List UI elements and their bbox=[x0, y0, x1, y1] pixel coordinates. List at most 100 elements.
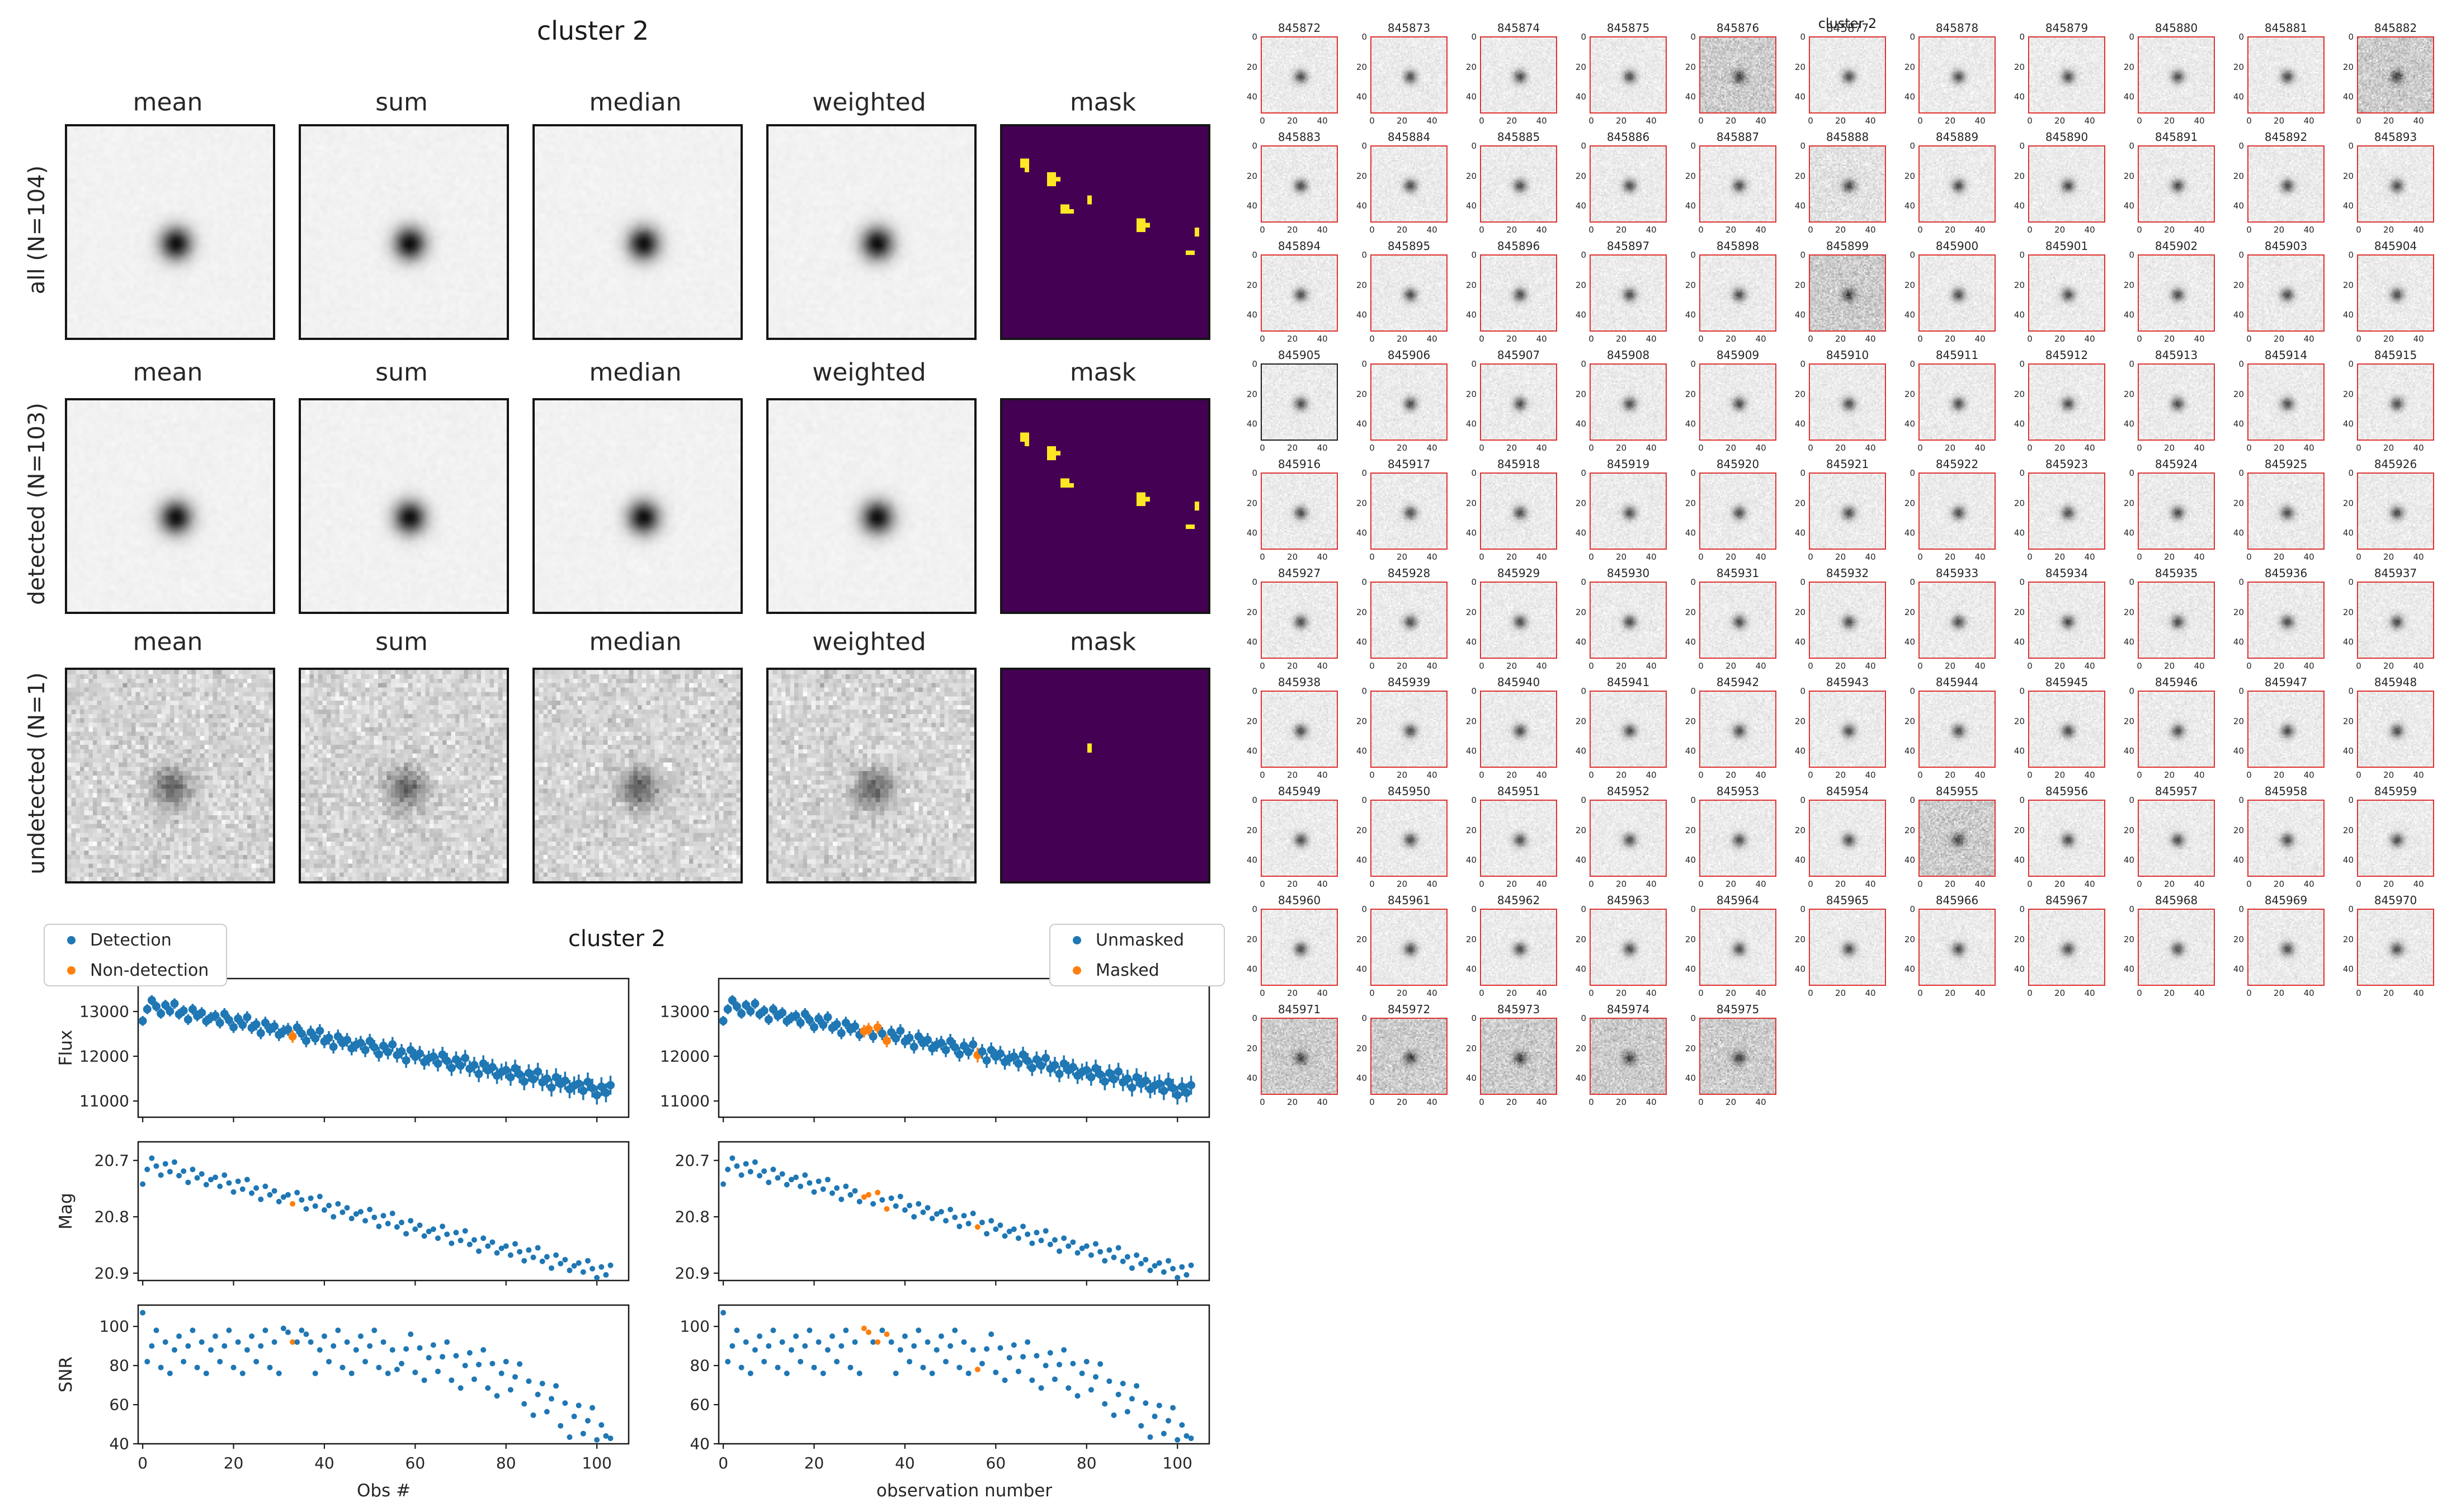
stamp-x-tick: 20 bbox=[1835, 334, 1846, 344]
stamp-x-tick: 20 bbox=[1945, 443, 1956, 453]
stamp-y-tick: 40 bbox=[1465, 528, 1477, 538]
stamp-y-tick: 0 bbox=[1581, 359, 1586, 369]
stamp-image bbox=[1920, 910, 1995, 985]
legend-label-unmasked: Unmasked bbox=[1096, 930, 1185, 950]
stamp-x-tick: 0 bbox=[2137, 552, 2142, 562]
stamp-x-tick: 40 bbox=[1755, 879, 1766, 889]
stamp-x-tick: 0 bbox=[2356, 334, 2361, 344]
coadd-panel-mask bbox=[1000, 668, 1210, 883]
stamp-image bbox=[1262, 801, 1337, 876]
stamp-id-label: 845884 bbox=[1387, 130, 1431, 144]
stamp-y-tick: 40 bbox=[1356, 855, 1367, 866]
stamp-x-tick: 0 bbox=[2246, 116, 2252, 126]
stamp-id-label: 845968 bbox=[2154, 894, 2198, 907]
stamp-x-tick: 0 bbox=[1808, 334, 1813, 344]
stamp-x-tick: 0 bbox=[2137, 770, 2142, 780]
stamp-y-tick: 20 bbox=[1904, 498, 1915, 508]
coadd-image bbox=[301, 126, 507, 338]
stamp-id-label: 845877 bbox=[1826, 21, 1869, 35]
stamp-image bbox=[1920, 256, 1995, 330]
stamp-y-tick: 0 bbox=[1690, 686, 1696, 696]
stamp-frame bbox=[1370, 909, 1448, 986]
stamp-x-tick: 20 bbox=[2383, 879, 2394, 889]
stamp-x-tick: 20 bbox=[2383, 225, 2394, 235]
stamp-y-tick: 40 bbox=[1246, 1073, 1257, 1084]
stamp-y-tick: 20 bbox=[2342, 389, 2354, 399]
svg-text:100: 100 bbox=[100, 1317, 129, 1336]
coadd-image bbox=[535, 126, 741, 338]
stamp-y-tick: 0 bbox=[1581, 141, 1586, 151]
stamp-x-tick: 40 bbox=[2303, 661, 2314, 671]
stamp-y-tick: 40 bbox=[1465, 310, 1477, 320]
stamp-x-tick: 40 bbox=[1865, 770, 1876, 780]
stamp-x-tick: 40 bbox=[2303, 116, 2314, 126]
stamp-x-tick: 40 bbox=[1426, 225, 1437, 235]
coadd-panel-mask bbox=[1000, 124, 1210, 340]
stamp-y-tick: 0 bbox=[1690, 359, 1696, 369]
stamp-x-tick: 20 bbox=[1616, 879, 1627, 889]
stamp-x-tick: 40 bbox=[1755, 1097, 1766, 1107]
non-detection-marker-icon bbox=[67, 966, 76, 975]
stamp-id-label: 845932 bbox=[1826, 566, 1869, 580]
stamp-image bbox=[1920, 365, 1995, 440]
stamp-image bbox=[2029, 256, 2104, 330]
stamp-y-tick: 40 bbox=[2342, 964, 2354, 975]
stamp-x-tick: 20 bbox=[1287, 552, 1298, 562]
stamp-id-label: 845951 bbox=[1497, 785, 1540, 798]
stamp-y-tick: 40 bbox=[1575, 1073, 1586, 1084]
stamp-id-label: 845879 bbox=[2045, 21, 2088, 35]
stamp-y-tick: 0 bbox=[1471, 250, 1477, 260]
stamp-image bbox=[1262, 692, 1337, 767]
coadd-panel-mean bbox=[65, 124, 275, 340]
column-header-mask: mask bbox=[1069, 358, 1137, 387]
stamp-id-label: 845954 bbox=[1826, 785, 1869, 798]
stamp-id-label: 845907 bbox=[1497, 348, 1540, 362]
stamp-id-label: 845925 bbox=[2264, 457, 2308, 471]
stamp-y-tick: 20 bbox=[1794, 607, 1805, 617]
stamp-id-label: 845875 bbox=[1606, 21, 1650, 35]
legend-label-detection: Detection bbox=[90, 930, 172, 950]
stamp-y-tick: 0 bbox=[2348, 468, 2354, 478]
stamp-id-label: 845926 bbox=[2374, 457, 2417, 471]
stamp-image bbox=[1481, 256, 1556, 330]
stamp-y-tick: 20 bbox=[1246, 280, 1257, 290]
stamp-y-tick: 0 bbox=[1581, 1013, 1586, 1023]
stamp-frame bbox=[1370, 254, 1448, 332]
stamp-y-tick: 20 bbox=[1575, 825, 1586, 835]
stamp-x-tick: 0 bbox=[1369, 879, 1375, 889]
stamp-y-tick: 20 bbox=[1356, 498, 1367, 508]
stamp-y-tick: 40 bbox=[1904, 92, 1915, 102]
stamp-y-tick: 40 bbox=[2014, 637, 2025, 648]
unmasked-marker-icon bbox=[1073, 935, 1081, 944]
stamp-x-tick: 40 bbox=[1646, 770, 1657, 780]
stamp-image bbox=[1371, 583, 1446, 658]
stamp-id-label: 845909 bbox=[1716, 348, 1760, 362]
stamp-id-label: 845966 bbox=[1935, 894, 1979, 907]
stamp-frame bbox=[2247, 254, 2325, 332]
svg-text:0: 0 bbox=[138, 1454, 148, 1472]
stamp-frame bbox=[2247, 36, 2325, 114]
masked-marker-icon bbox=[1073, 966, 1081, 975]
stamp-x-tick: 0 bbox=[1260, 1097, 1265, 1107]
stamp-x-tick: 20 bbox=[1506, 770, 1517, 780]
stamp-frame bbox=[2028, 363, 2105, 441]
stamp-frame bbox=[1699, 582, 1776, 659]
stamp-x-tick: 40 bbox=[2303, 225, 2314, 235]
stamp-frame bbox=[1918, 582, 1996, 659]
stamp-frame bbox=[1370, 691, 1448, 768]
stamp-id-label: 845924 bbox=[2154, 457, 2198, 471]
stamp-y-tick: 20 bbox=[1794, 389, 1805, 399]
stamp-image bbox=[1481, 801, 1556, 876]
stamp-image bbox=[1810, 147, 1885, 221]
stamp-x-tick: 40 bbox=[2413, 988, 2424, 998]
legend-label-masked: Masked bbox=[1096, 960, 1159, 980]
stamp-image bbox=[1591, 583, 1666, 658]
stamp-x-tick: 0 bbox=[2246, 879, 2252, 889]
stamp-y-tick: 40 bbox=[2342, 746, 2354, 757]
stamp-x-tick: 0 bbox=[1808, 552, 1813, 562]
stamp-frame bbox=[1370, 582, 1448, 659]
stamp-frame bbox=[2138, 691, 2215, 768]
stamp-y-tick: 0 bbox=[1471, 577, 1477, 587]
stamp-frame bbox=[1918, 363, 1996, 441]
stamp-id-label: 845912 bbox=[2045, 348, 2088, 362]
